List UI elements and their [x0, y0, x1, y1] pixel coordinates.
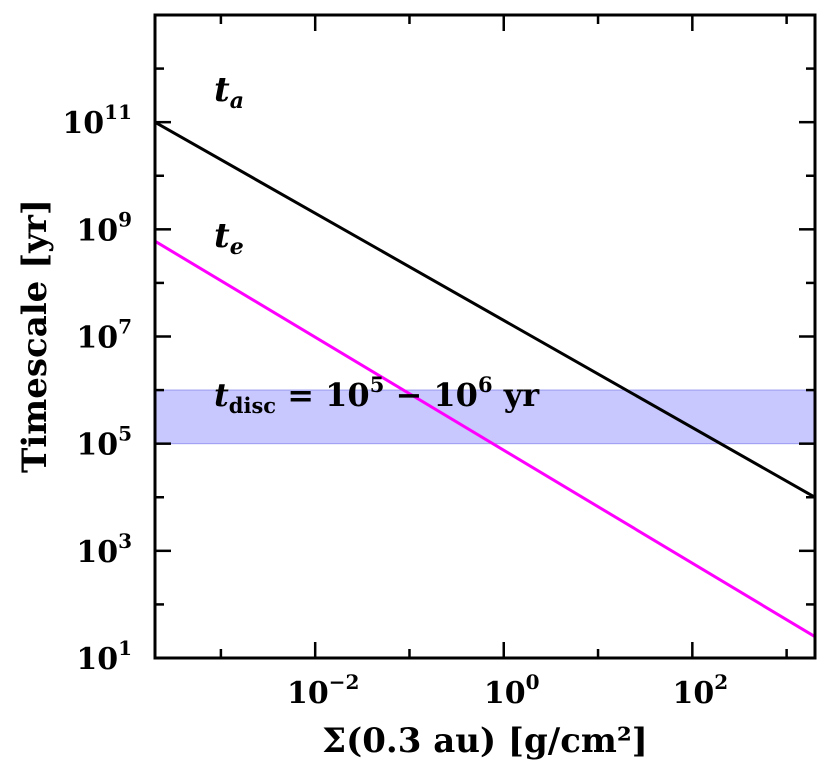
axis-ticks: [155, 15, 815, 660]
x-tick-label: 10−2: [287, 670, 359, 711]
band-label-unit: yr: [493, 376, 541, 414]
series-lines: [154, 120, 816, 638]
y-tick-label: 107: [76, 315, 132, 356]
series-label-ta: ta: [214, 70, 244, 114]
band-label-exp1: 5: [370, 372, 385, 397]
plot-frame: [153, 13, 817, 660]
series-label-te: te: [214, 216, 244, 260]
series-line-e: [154, 239, 816, 638]
series-label-ta-sub: a: [230, 88, 244, 114]
x-tick-labels: 10−2 100 102: [287, 670, 728, 711]
y-tick-label: 101: [76, 636, 132, 677]
y-tick-label: 103: [76, 529, 132, 570]
series-label-te-name: t: [214, 216, 230, 256]
y-tick-label: 105: [76, 422, 132, 463]
x-axis-label: Σ(0.3 au) [g/cm²]: [322, 721, 648, 761]
y-axis-label: Timescale [yr]: [15, 199, 55, 473]
x-tick-label: 102: [672, 670, 728, 711]
band-label-t: t: [214, 376, 229, 414]
series-label-te-sub: e: [230, 234, 244, 260]
band-label: tdisc = 105 − 106 yr: [214, 372, 540, 418]
band-label-sub: disc: [229, 393, 276, 418]
x-tick-label: 100: [484, 670, 540, 711]
y-tick-label: 109: [76, 207, 132, 248]
band-label-eq: = 10: [276, 376, 370, 414]
band-label-exp2: 6: [478, 372, 493, 397]
y-tick-label: 1011: [62, 100, 132, 141]
series-line-a: [154, 120, 816, 499]
y-tick-labels: 101 103 105 107 109 1011: [62, 100, 132, 677]
series-label-ta-name: t: [214, 70, 230, 110]
band-label-mid: − 10: [384, 376, 478, 414]
